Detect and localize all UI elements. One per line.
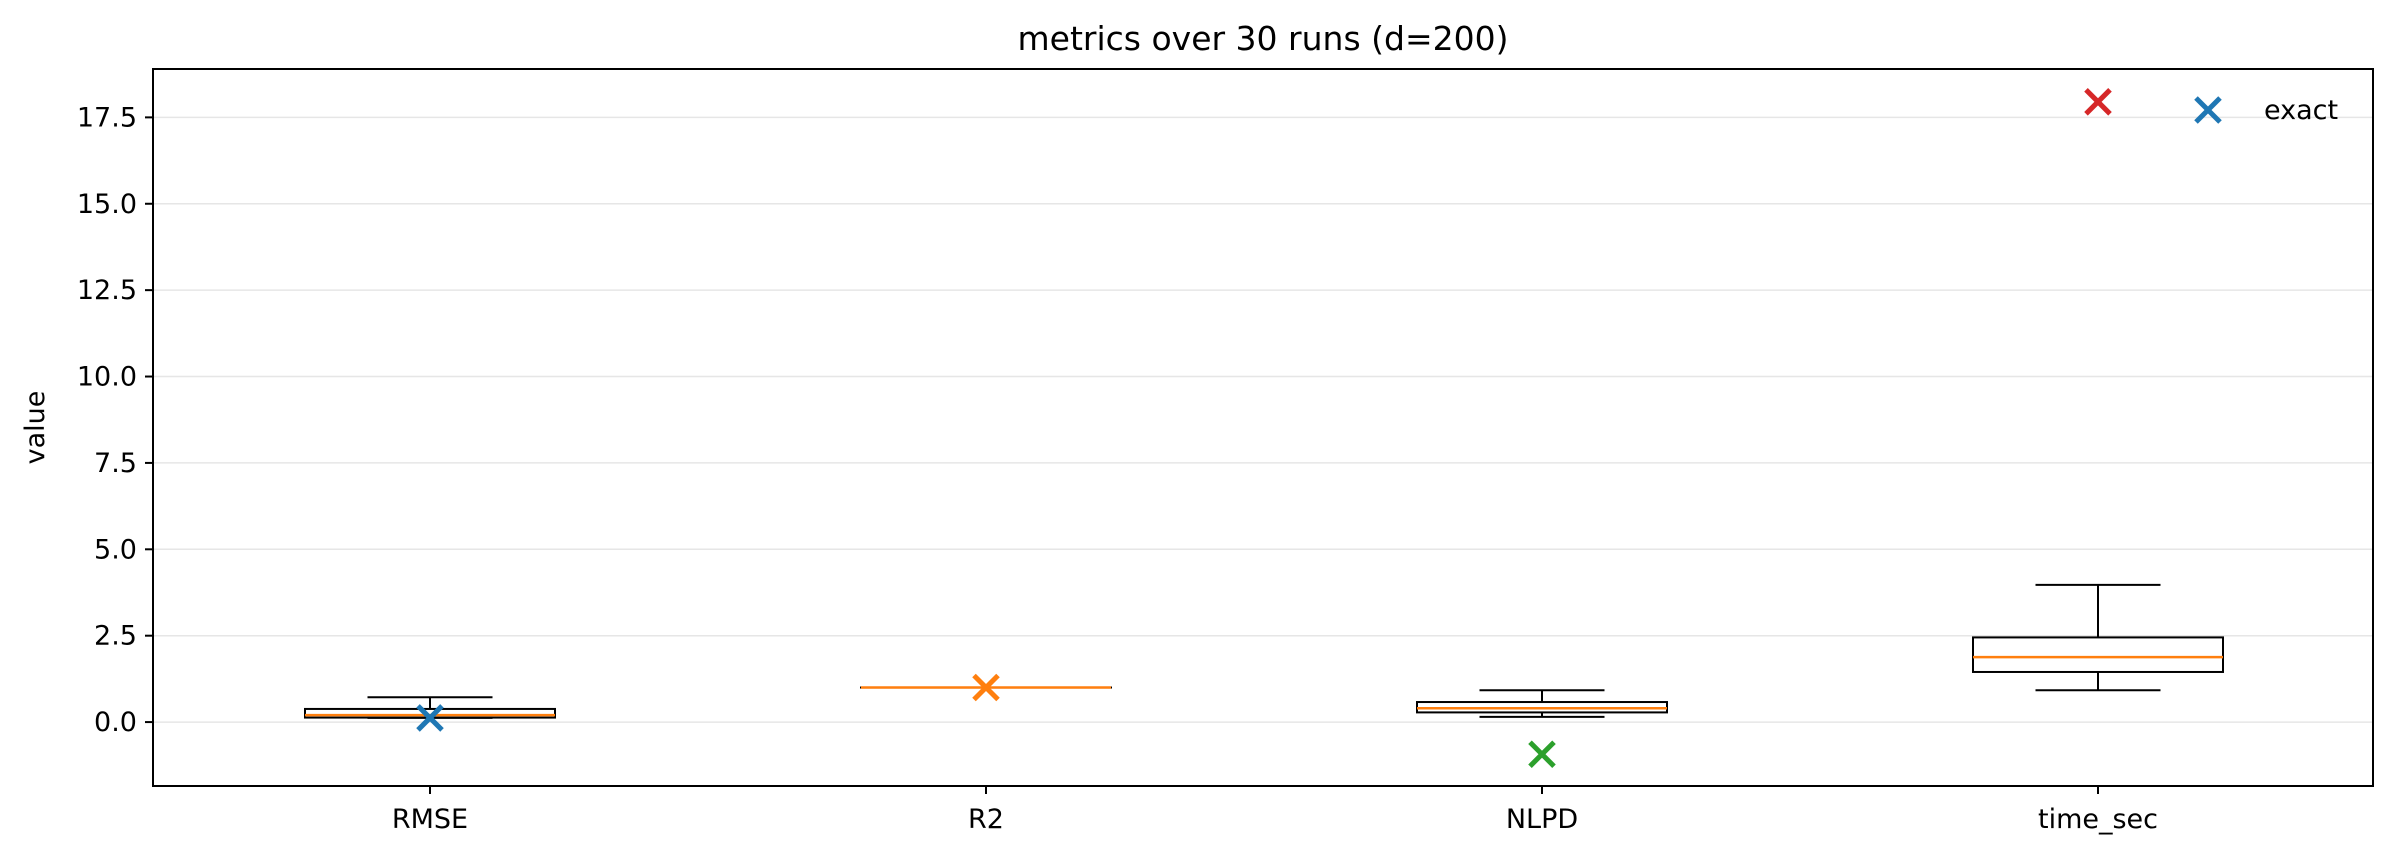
- y-tick-label: 12.5: [77, 275, 137, 306]
- exact-marker-nlpd: [1528, 740, 1556, 768]
- legend: exact: [2194, 95, 2338, 126]
- x-tick-label: RMSE: [392, 804, 468, 835]
- y-axis: 0.0 2.5 5.0 7.5 10.0 12.5 15.0 17.5: [77, 102, 153, 738]
- y-tick-label: 10.0: [77, 362, 137, 393]
- exact-marker-r2: [972, 673, 1000, 702]
- y-tick-label: 7.5: [94, 448, 137, 479]
- x-tick-label: time_sec: [2038, 804, 2158, 835]
- y-tick-label: 15.0: [77, 189, 137, 220]
- x-stroke: [1528, 740, 1556, 768]
- y-tick-label: 2.5: [94, 621, 137, 652]
- y-tick-label: 17.5: [77, 102, 137, 133]
- x-tick-label: NLPD: [1506, 804, 1578, 835]
- legend-marker: [2194, 96, 2222, 124]
- x-tick-label: R2: [968, 804, 1004, 835]
- exact-markers: [416, 88, 2112, 768]
- exact-marker-rmse: [416, 704, 444, 732]
- x-axis: RMSE R2 NLPD time_sec: [392, 786, 2158, 835]
- plot-frame: [152, 68, 2374, 787]
- boxplots: [304, 583, 2224, 719]
- box-iqr: [1972, 636, 2224, 673]
- grid-lines: [153, 116, 2373, 723]
- exact-marker-time_sec: [2084, 88, 2112, 116]
- x-stroke: [972, 673, 1000, 702]
- y-tick-label: 0.0: [94, 707, 137, 738]
- x-stroke: [2194, 96, 2222, 124]
- y-tick-label: 5.0: [94, 534, 137, 565]
- chart-title: metrics over 30 runs (d=200): [1018, 19, 1509, 58]
- x-stroke: [2084, 88, 2112, 116]
- legend-label: exact: [2264, 95, 2338, 126]
- boxplot-time_sec: [1972, 583, 2224, 692]
- boxplot-nlpd: [1416, 689, 1668, 718]
- y-axis-label: value: [20, 391, 51, 465]
- x-stroke: [416, 704, 444, 732]
